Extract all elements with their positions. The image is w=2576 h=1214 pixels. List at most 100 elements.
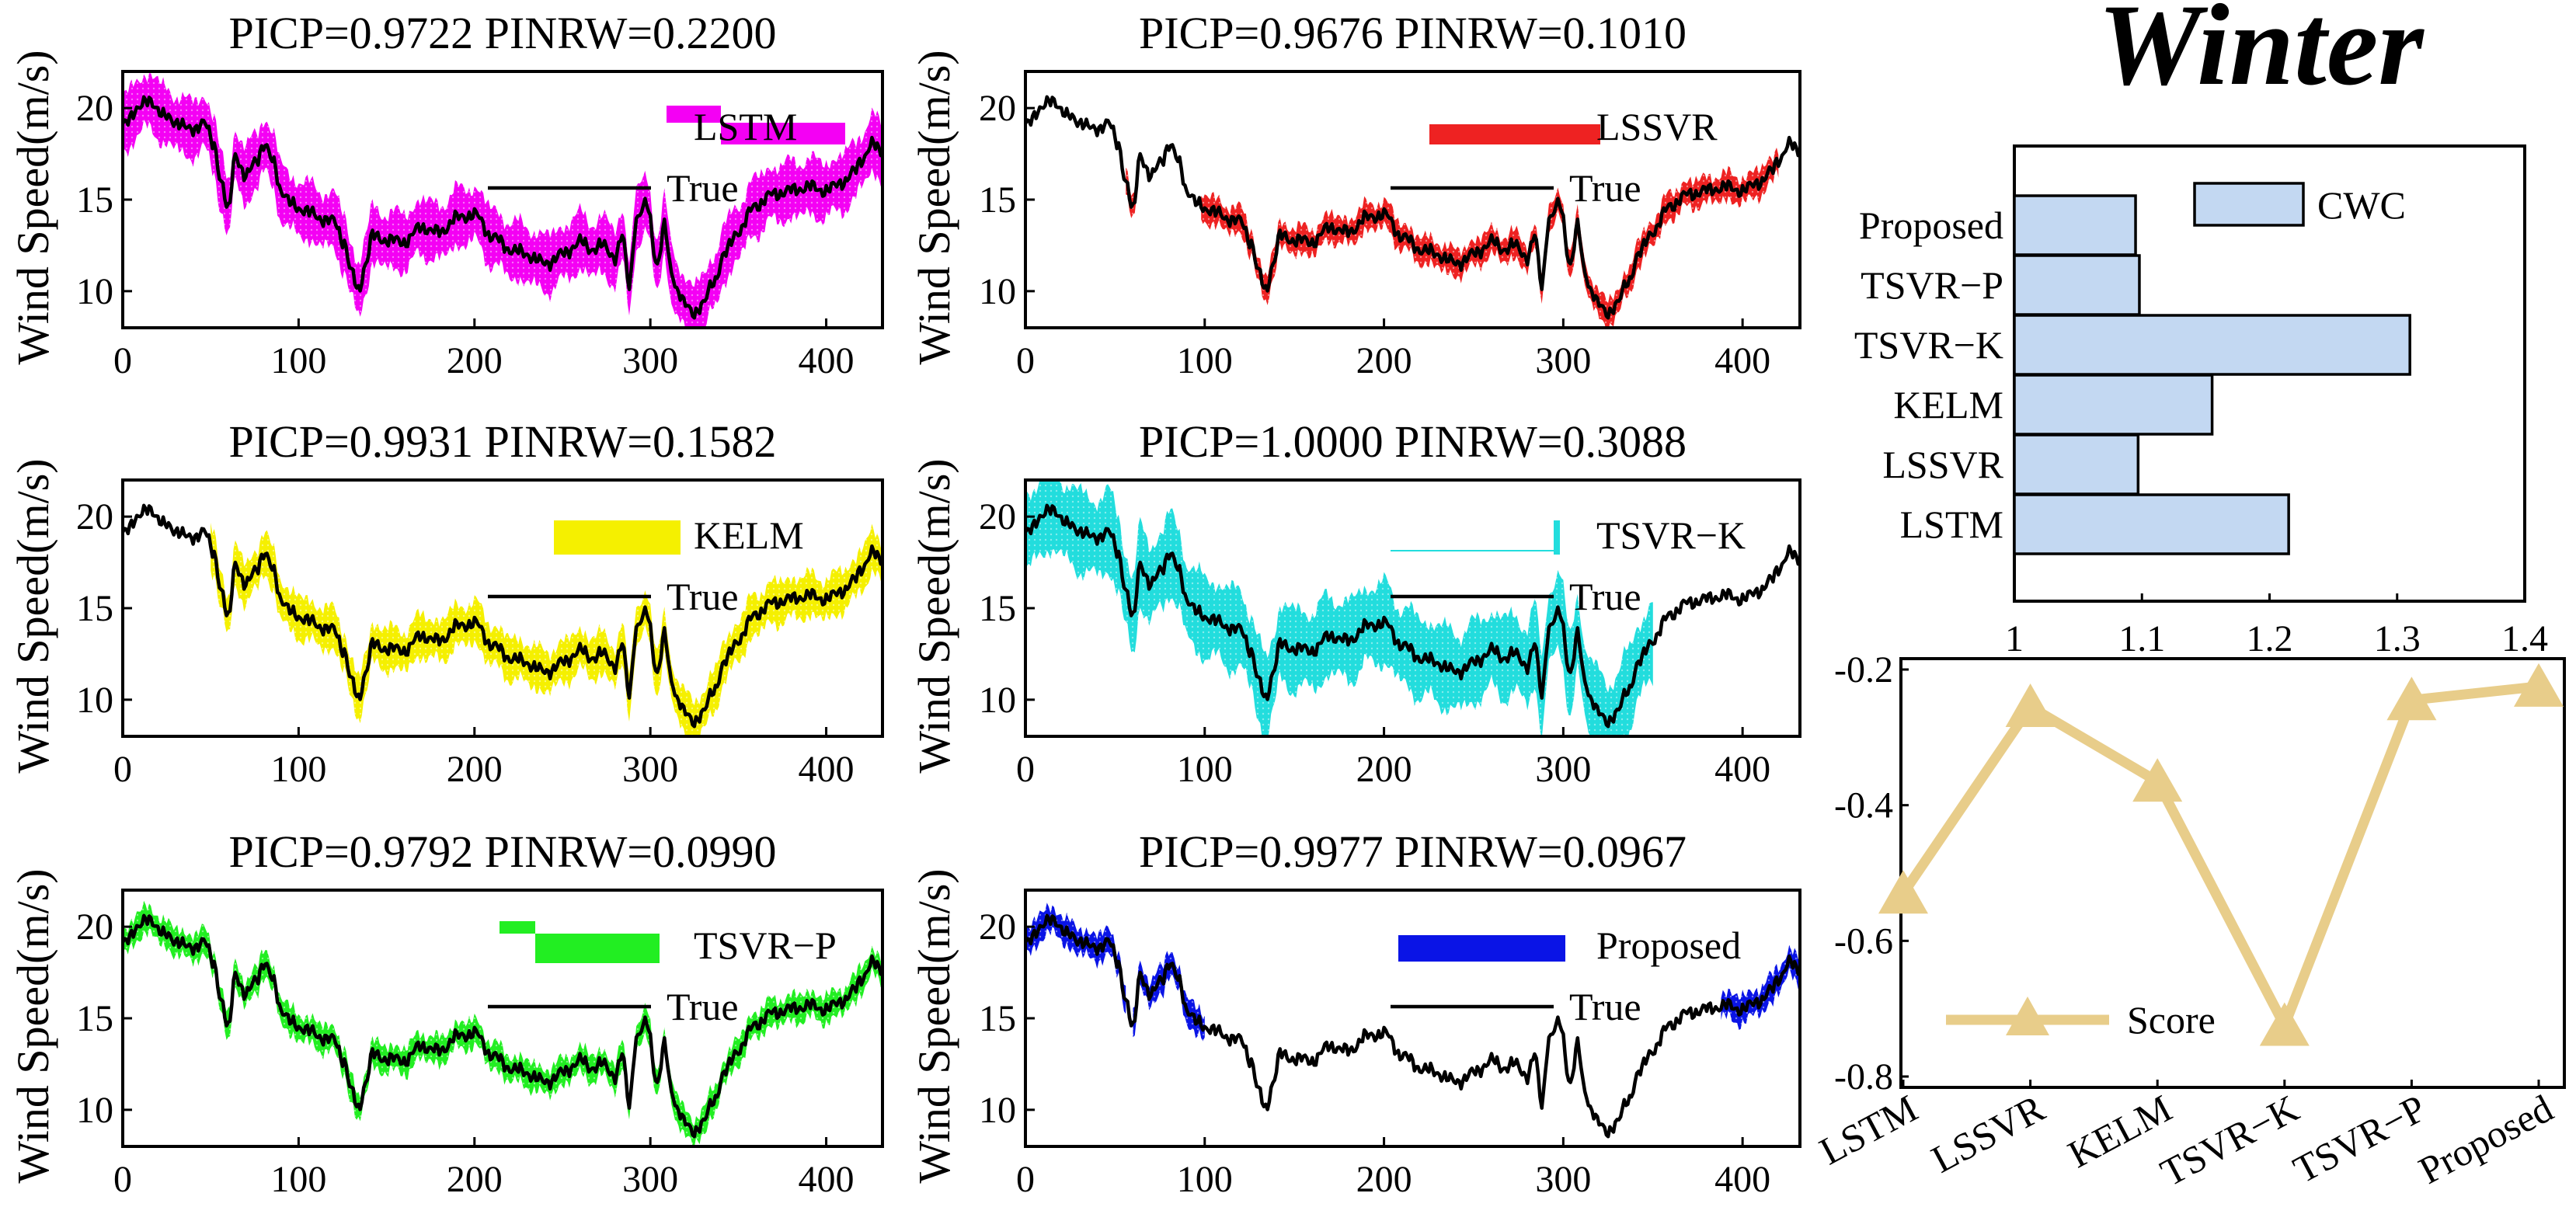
panel-tsvrk: PICP=1.0000 PINRW=0.3088 Wind Speed(m/s) 1… (909, 416, 1801, 790)
x-tick-label: 0 (1016, 340, 1035, 381)
season-title: Winter (2097, 0, 2425, 110)
plot-area (1025, 903, 1800, 1139)
legend-true-label: True (1569, 575, 1641, 618)
legend-swatch (1391, 550, 1554, 551)
x-tick-label: 400 (799, 749, 855, 790)
cwc-category-label: LSSVR (1882, 443, 2003, 486)
legend-true-label: True (1569, 985, 1641, 1028)
score-marker (1878, 870, 1928, 914)
legend: LSSVR True (1391, 105, 1718, 210)
x-tick-label: 100 (270, 749, 326, 790)
x-tick-label: 200 (1356, 1159, 1412, 1200)
panel-tsvrp: PICP=0.9792 PINRW=0.0990 Wind Speed(m/s) 1… (8, 826, 884, 1200)
plot-area (123, 900, 882, 1146)
score-x-tick-label: Proposed (2412, 1086, 2560, 1192)
score-marker (2514, 663, 2564, 707)
plot-area (1025, 480, 1800, 736)
cwc-category-label: LSTM (1900, 503, 2003, 546)
plot-area (123, 73, 882, 328)
wind-speed-panels: PICP=0.9722 PINRW=0.2200 Wind Speed(m/s) 1… (8, 8, 1801, 1200)
true-series-line (123, 95, 882, 320)
legend-true-label: True (667, 166, 739, 210)
cwc-bar (2013, 254, 2141, 316)
interval-band-texture (1025, 480, 1653, 736)
score-legend: Score (1946, 997, 2216, 1042)
y-axis-label: Wind Speed(m/s) (8, 868, 58, 1183)
x-tick-label: 400 (799, 1159, 855, 1200)
score-y-tick-label: -0.8 (1834, 1056, 1893, 1097)
legend-model-label: TSVR−K (1596, 513, 1746, 557)
legend: Proposed True (1391, 924, 1741, 1028)
x-tick-label: 200 (447, 749, 503, 790)
score-marker (2132, 758, 2183, 802)
cwc-category-label: TSVR−K (1854, 323, 2003, 367)
true-series-line (1025, 503, 1800, 729)
y-tick-label: 20 (76, 88, 113, 129)
panel-title: PICP=0.9977 PINRW=0.0967 (1139, 826, 1687, 877)
y-tick-label: 10 (979, 271, 1016, 312)
score-y-tick-labels: -0.2 -0.4 -0.6 -0.8 (1834, 649, 1909, 1097)
x-tick-label: 400 (799, 340, 855, 381)
x-tick-label: 100 (1177, 1159, 1233, 1200)
x-tick-label: 200 (1356, 340, 1412, 381)
panel-kelm: PICP=0.9931 PINRW=0.1582 Wind Speed(m/s) 1… (8, 416, 884, 790)
cwc-category-label: TSVR−P (1861, 263, 2003, 307)
score-y-tick-label: -0.4 (1834, 785, 1893, 826)
y-tick-label: 10 (76, 1090, 113, 1131)
legend-swatch (721, 123, 845, 144)
y-tick-label: 10 (979, 1090, 1016, 1131)
cwc-bar (2013, 493, 2290, 555)
y-axis-label: Wind Speed(m/s) (909, 50, 959, 364)
panel-title: PICP=0.9931 PINRW=0.1582 (228, 416, 776, 467)
legend-swatch (500, 921, 535, 934)
y-tick-label: 20 (76, 906, 113, 948)
y-tick-label: 20 (979, 88, 1016, 129)
true-series-line (1025, 913, 1800, 1139)
cwc-category-label: Proposed (1859, 203, 2003, 247)
score-x-tick-label: TSVR−P (2286, 1086, 2433, 1191)
x-tick-label: 300 (622, 340, 678, 381)
panel-title: PICP=1.0000 PINRW=0.3088 (1139, 416, 1687, 467)
x-tick-label: 0 (113, 340, 132, 381)
cwc-bar (2013, 194, 2137, 256)
y-axis-label: Wind Speed(m/s) (8, 50, 58, 364)
cwc-legend-label: CWC (2317, 183, 2406, 227)
legend: TSVR−K True (1391, 513, 1746, 618)
x-tick-label: 400 (1714, 749, 1770, 790)
score-marker (2386, 677, 2437, 721)
cwc-bar (2013, 314, 2411, 376)
x-tick-label: 100 (1177, 340, 1233, 381)
cwc-category-label: KELM (1893, 383, 2003, 426)
legend-true-label: True (667, 985, 739, 1028)
cwc-legend-swatch (2193, 182, 2305, 227)
interval-band-texture (1025, 903, 1126, 1014)
legend-swatch (535, 934, 660, 963)
x-tick-label: 200 (447, 340, 503, 381)
legend-model-label: TSVR−P (694, 924, 837, 967)
x-tick-label: 300 (622, 1159, 678, 1200)
panel-lstm: PICP=0.9722 PINRW=0.2200 Wind Speed(m/s) 1… (8, 8, 884, 381)
cwc-bar (2013, 433, 2140, 496)
cwc-x-tick-label: 1 (2005, 618, 2024, 659)
score-marker (2005, 684, 2056, 728)
cwc-bar (2013, 374, 2214, 436)
score-line-chart: -0.2 -0.4 -0.6 -0.8 LSTM LSSVR KELMTSVR−KTSVR… (1812, 649, 2566, 1195)
score-series (1878, 663, 2564, 1046)
x-tick-label: 0 (113, 1159, 132, 1200)
score-x-tick-label: LSTM (1812, 1086, 1924, 1173)
legend-swatch (1398, 935, 1565, 962)
legend-model-label: LSTM (694, 105, 797, 148)
score-y-tick-label: -0.6 (1834, 920, 1893, 962)
plot-area (123, 503, 882, 736)
x-tick-label: 100 (1177, 749, 1233, 790)
cwc-bars (2013, 194, 2411, 555)
y-axis-label: Wind Speed(m/s) (909, 458, 959, 773)
y-tick-label: 20 (76, 496, 113, 537)
y-tick-label: 15 (979, 998, 1016, 1039)
cwc-category-labels: Proposed TSVR−P TSVR−K KELM LSSVR LSTM (1854, 203, 2004, 546)
legend-swatch (558, 520, 681, 555)
plot-area (1025, 95, 1800, 328)
panel-title: PICP=0.9676 PINRW=0.1010 (1139, 8, 1687, 58)
x-tick-label: 400 (1714, 340, 1770, 381)
x-tick-label: 100 (270, 1159, 326, 1200)
